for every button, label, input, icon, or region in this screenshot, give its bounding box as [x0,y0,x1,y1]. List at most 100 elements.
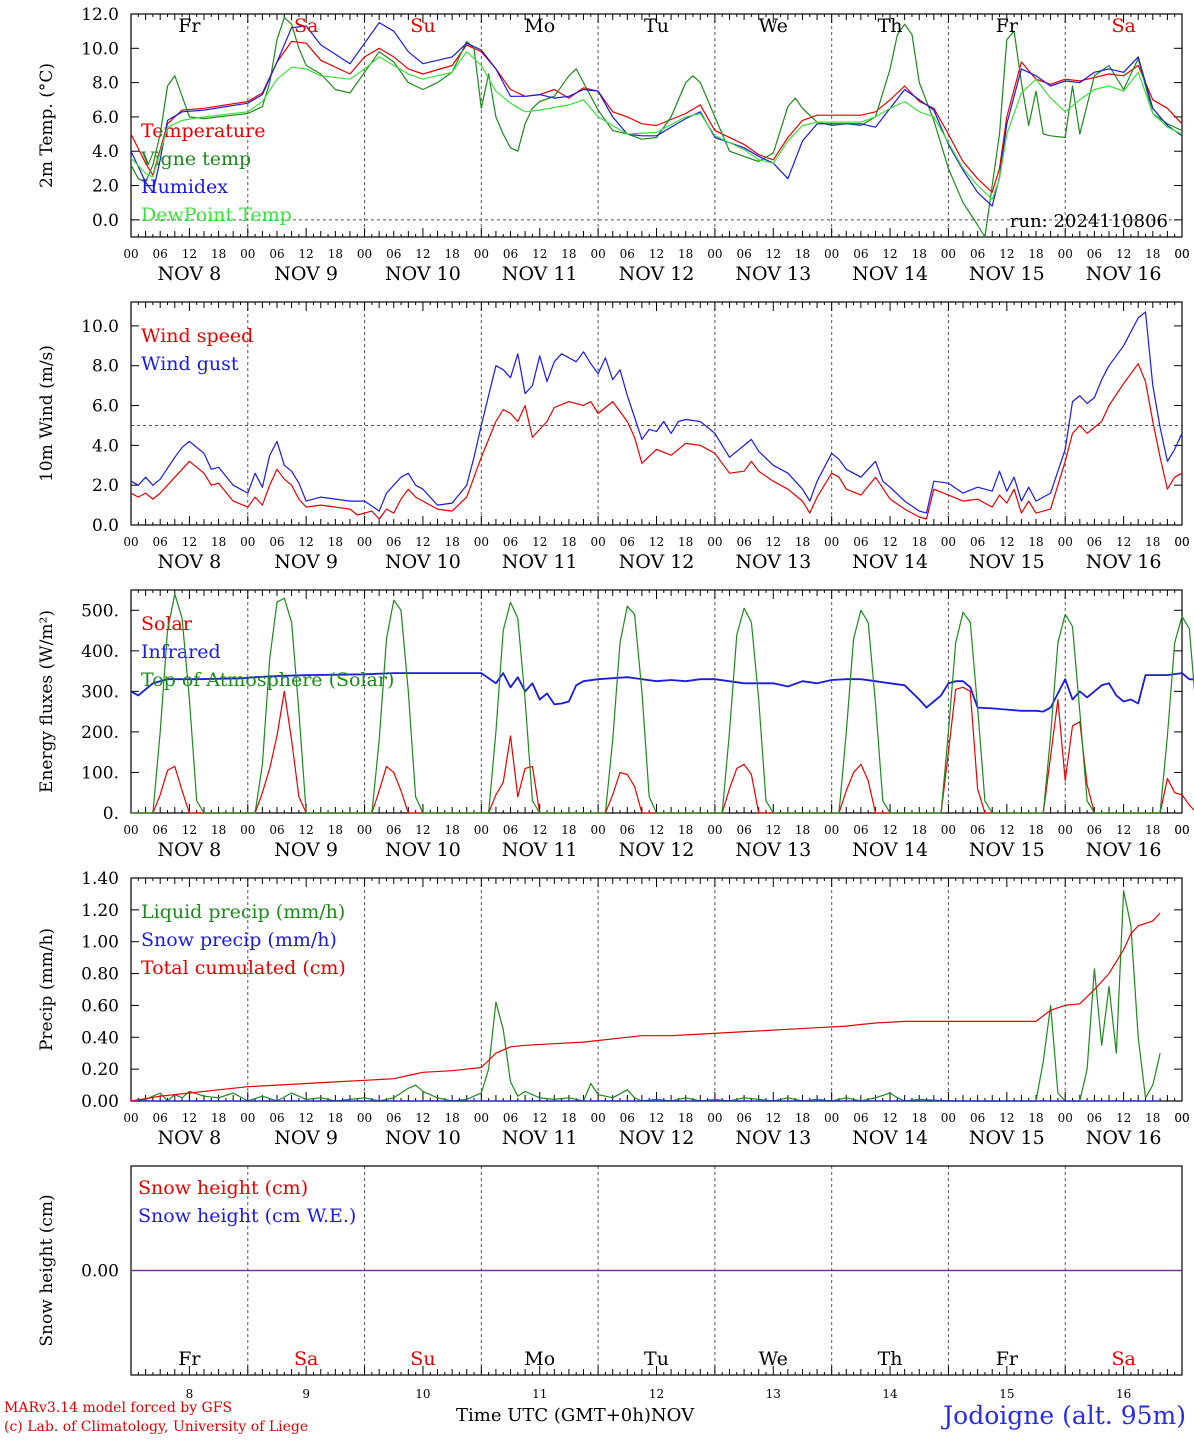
legend-entry: Wind speed [141,325,253,347]
date-label: NOV 10 [385,839,461,861]
hour-tick-label: 00 [123,535,138,549]
hour-tick-label: 00 [123,823,138,837]
hour-tick-label: 12 [882,535,897,549]
hour-tick-label: 18 [1028,247,1043,261]
hour-tick-label: 12 [415,823,430,837]
hour-tick-label: 18 [795,1111,810,1125]
day-name: Tu [644,1348,669,1370]
y-tick-label: 4.0 [92,142,119,162]
hour-tick-label: 18 [561,823,576,837]
hour-tick-label: 18 [444,1111,459,1125]
legend-entry: Snow height (cm W.E.) [138,1205,356,1227]
hour-tick-label: 12 [1116,1111,1131,1125]
date-label: NOV 8 [158,551,222,573]
date-label: NOV 14 [852,551,928,573]
hour-tick-label: 12 [882,1111,897,1125]
y-tick-label: 2.0 [92,476,119,496]
hour-tick-label: 00 [1058,535,1073,549]
hour-tick-label: 06 [620,1111,635,1125]
date-label: 11 [532,1387,547,1401]
hour-tick-label: 00 [357,535,372,549]
y-tick-label: 4.0 [92,436,119,456]
hour-tick-label: 00 [590,535,605,549]
day-name: Sa [294,1348,318,1370]
hour-tick-label: 00 [824,247,839,261]
date-label: NOV 13 [735,1127,811,1149]
hour-tick-label: 12 [415,247,430,261]
hour-tick-label: 06 [970,247,985,261]
series-line [130,363,1183,520]
hour-tick-label: 18 [1145,535,1160,549]
day-name: Th [878,1348,903,1370]
plot-frame [130,301,1183,526]
hour-tick-label: 06 [970,1111,985,1125]
hour-tick-label: 00 [1058,247,1073,261]
day-name: Fr [996,15,1019,37]
hour-tick-label: 06 [736,823,751,837]
x-axis-title: Time UTC (GMT+0h)NOV [456,1405,694,1426]
hour-tick-label: 00 [707,823,722,837]
hour-tick-label: 18 [328,535,343,549]
hour-tick-label: 00 [474,823,489,837]
hour-tick-label: 06 [970,535,985,549]
legend-entry: DewPoint Temp [141,204,292,226]
y-tick-label: 1.20 [81,901,119,921]
panel-3: 0. 100. 200. 300. 400. 500. Energy fluxes (W/m… [37,589,1194,861]
hour-tick-label: 00 [357,823,372,837]
hour-tick-label: 06 [269,1111,284,1125]
hour-tick-label: 18 [444,247,459,261]
date-label: NOV 12 [619,1127,695,1149]
legend-entry: Vigne temp [140,148,251,170]
series-line [131,686,1194,814]
hour-tick-label: 18 [678,247,693,261]
y-tick-label: 0.60 [81,996,119,1016]
hour-tick-label: 18 [912,535,927,549]
hour-tick-label: 12 [299,823,314,837]
hour-tick-label: 12 [532,823,547,837]
date-label: NOV 9 [274,551,338,573]
hour-tick-label: 00 [707,247,722,261]
hour-tick-label: 06 [153,823,168,837]
y-tick-label: 0.20 [81,1060,119,1080]
date-label: 15 [999,1387,1014,1401]
hour-tick-label: 06 [503,1111,518,1125]
y-tick-label: 6.0 [92,397,119,417]
hour-tick-label: 18 [678,535,693,549]
hour-tick-label: 12 [182,823,197,837]
hour-tick-label: 00 [1174,535,1189,549]
panel-4: 0.00 0.20 0.40 0.60 0.80 1.00 1.20 1.40 Precip (… [37,869,1190,1149]
y-tick-label: 400. [81,642,119,662]
hour-tick-label: 00 [240,823,255,837]
hour-tick-label: 00 [1058,1111,1073,1125]
hour-tick-label: 06 [153,1111,168,1125]
hour-tick-label: 00 [941,247,956,261]
hour-tick-label: 00 [824,823,839,837]
date-label: NOV 15 [969,1127,1045,1149]
hour-tick-label: 12 [766,247,781,261]
hour-tick-label: 06 [269,823,284,837]
panel-5: 0.00 Snow height (cm) Snow height (cm) Snow… [37,1165,1183,1401]
hour-tick-label: 00 [474,247,489,261]
legend-entry: Snow precip (mm/h) [141,929,337,951]
day-name: Fr [178,15,201,37]
hour-tick-label: 18 [912,247,927,261]
y-axis-title: Precip (mm/h) [37,928,57,1051]
y-tick-label: 10.0 [81,39,119,59]
y-tick-label: 200. [81,723,119,743]
y-tick-label: 8.0 [92,74,119,94]
model-credit: MARv3.14 model forced by GFS [4,1400,233,1416]
hour-tick-label: 06 [153,247,168,261]
y-tick-label: 8.0 [92,357,119,377]
legend-entry: Top of Atmosphere (Solar) [141,669,394,691]
date-label: NOV 11 [502,551,578,573]
hour-tick-label: 18 [211,535,226,549]
date-label: NOV 8 [158,1127,222,1149]
date-label: NOV 11 [502,839,578,861]
hour-tick-label: 18 [561,247,576,261]
hour-tick-label: 06 [1087,247,1102,261]
hour-tick-label: 12 [649,1111,664,1125]
y-tick-label: 1.00 [81,933,119,953]
date-label: NOV 13 [735,551,811,573]
y-tick-label: 0.0 [92,211,119,231]
hour-tick-label: 00 [357,247,372,261]
